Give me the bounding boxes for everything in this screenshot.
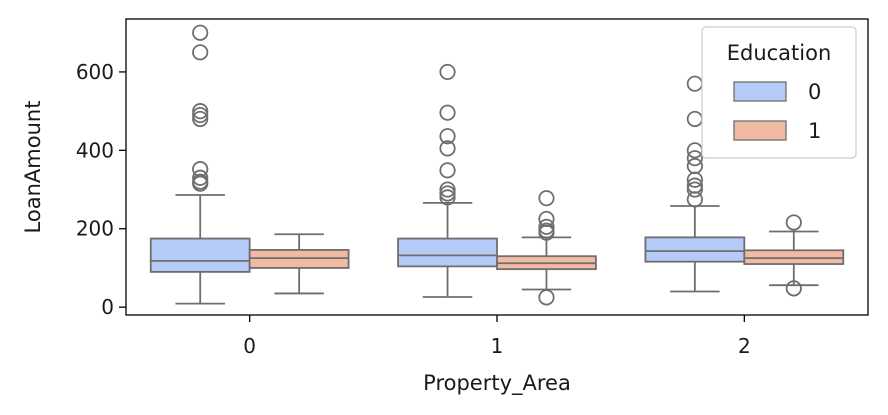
box-group-area-2-education-1 bbox=[743, 214, 845, 297]
x-tick-label: 2 bbox=[738, 334, 751, 358]
outlier-point bbox=[785, 280, 802, 297]
box-iqr bbox=[644, 236, 746, 263]
box-iqr bbox=[743, 249, 845, 265]
legend: Education 0 1 bbox=[701, 26, 857, 159]
box-group-area-1-education-1 bbox=[496, 190, 597, 306]
outlier-point bbox=[538, 190, 555, 207]
box-group-area-0-education-0 bbox=[149, 24, 251, 305]
box-group-area-1-education-0 bbox=[397, 63, 498, 298]
axes-layer: 0 200 400 600 0 1 2 bbox=[76, 60, 751, 358]
legend-label-0: 0 bbox=[808, 80, 821, 104]
box-group-area-0-education-1 bbox=[248, 233, 350, 295]
legend-swatch-1 bbox=[733, 120, 787, 141]
y-tick-label: 200 bbox=[76, 217, 114, 241]
outlier-point bbox=[192, 110, 209, 128]
y-axis-label: LoanAmount bbox=[21, 101, 45, 234]
outlier-point bbox=[538, 218, 555, 235]
legend-title: Education bbox=[727, 41, 832, 65]
outlier-point bbox=[686, 75, 703, 92]
outlier-point bbox=[192, 103, 209, 120]
outlier-point bbox=[439, 140, 456, 157]
y-tick-label: 400 bbox=[76, 138, 114, 162]
outlier-point bbox=[439, 181, 456, 198]
outlier-point bbox=[686, 181, 703, 198]
y-tick-label: 600 bbox=[76, 60, 114, 84]
box-group-area-2-education-0 bbox=[644, 75, 746, 293]
outlier-point bbox=[785, 214, 802, 231]
outlier-point bbox=[192, 24, 209, 41]
box-iqr bbox=[149, 237, 251, 273]
outlier-point bbox=[192, 44, 209, 61]
outlier-point bbox=[538, 224, 555, 241]
outlier-point bbox=[686, 150, 703, 167]
outlier-point bbox=[686, 171, 703, 188]
box-iqr bbox=[397, 237, 498, 268]
outlier-point bbox=[686, 110, 703, 128]
outlier-point bbox=[439, 185, 456, 202]
legend-label-1: 1 bbox=[808, 119, 821, 143]
x-axis-label: Property_Area bbox=[423, 371, 571, 396]
x-tick-label: 1 bbox=[491, 334, 504, 358]
outlier-point bbox=[439, 128, 456, 145]
x-tick-label: 0 bbox=[243, 334, 256, 358]
outlier-point bbox=[439, 63, 456, 81]
outlier-point bbox=[439, 104, 456, 121]
outlier-point bbox=[192, 106, 209, 124]
outlier-point bbox=[538, 289, 555, 306]
outlier-point bbox=[192, 169, 209, 186]
legend-swatch-0 bbox=[733, 81, 787, 102]
outlier-point bbox=[439, 162, 456, 179]
outlier-point bbox=[439, 189, 456, 206]
y-tick-label: 0 bbox=[101, 295, 114, 319]
outlier-point bbox=[192, 175, 209, 192]
outlier-point bbox=[686, 191, 703, 208]
plot-layer bbox=[149, 24, 845, 306]
